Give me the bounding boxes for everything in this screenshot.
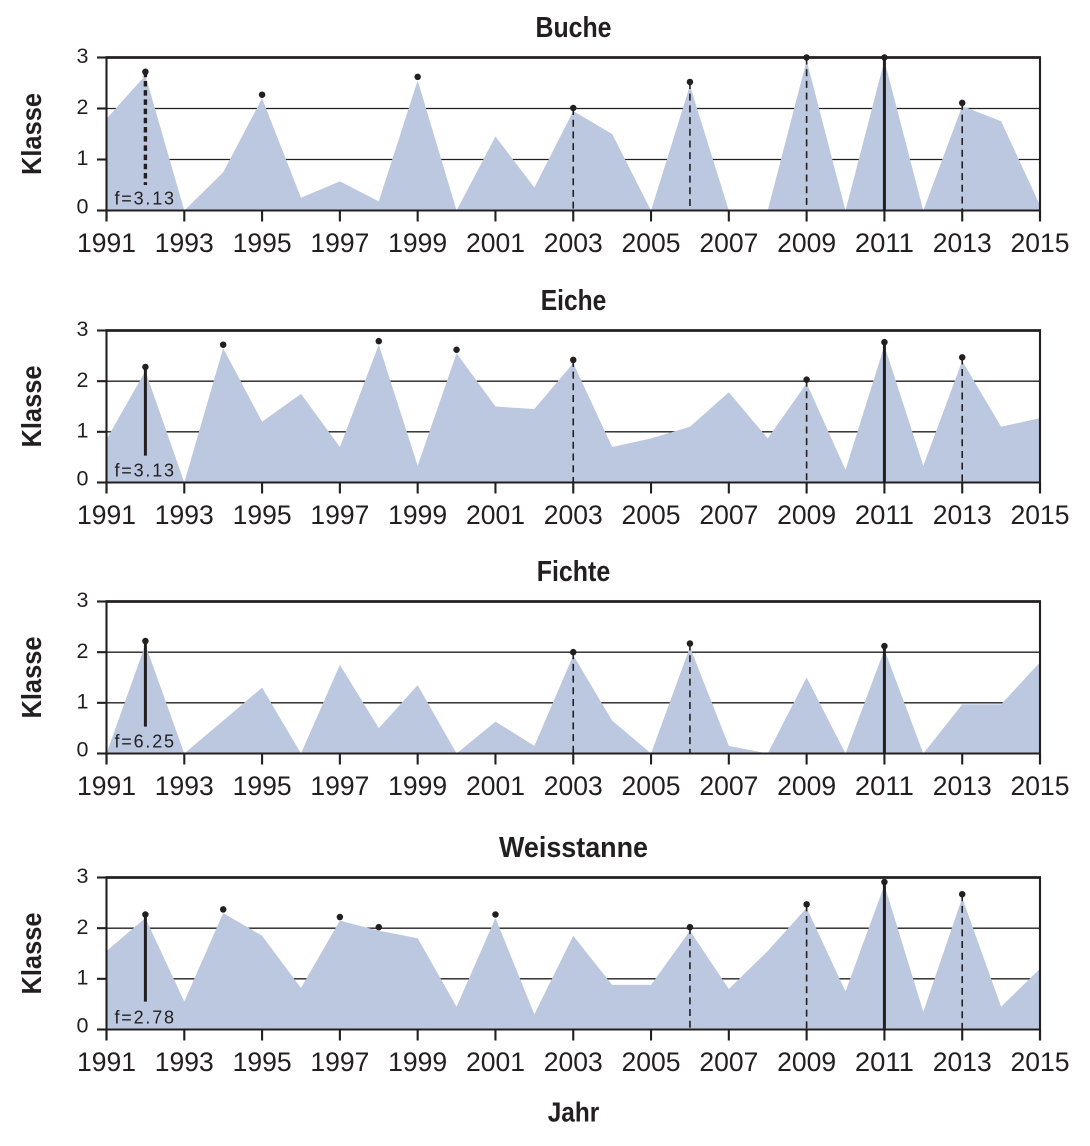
svg-text:2011: 2011	[855, 500, 914, 530]
svg-text:2013: 2013	[933, 771, 992, 801]
svg-text:2015: 2015	[1011, 1047, 1070, 1077]
svg-text:2009: 2009	[777, 1047, 836, 1077]
svg-text:2005: 2005	[622, 500, 681, 530]
svg-text:Jahr: Jahr	[548, 1096, 600, 1127]
svg-text:0: 0	[77, 1014, 89, 1038]
svg-text:1: 1	[77, 146, 89, 170]
svg-text:2: 2	[77, 639, 89, 663]
svg-text:1995: 1995	[233, 771, 292, 801]
svg-text:2013: 2013	[933, 1047, 992, 1077]
svg-text:1993: 1993	[155, 771, 214, 801]
svg-text:3: 3	[77, 588, 89, 612]
svg-text:Weisstanne: Weisstanne	[499, 832, 648, 864]
svg-text:1999: 1999	[388, 771, 447, 801]
svg-text:2011: 2011	[855, 1047, 914, 1077]
svg-text:2001: 2001	[466, 500, 525, 530]
svg-text:f=6.25: f=6.25	[115, 732, 176, 752]
svg-text:2005: 2005	[622, 771, 681, 801]
svg-text:1: 1	[77, 419, 89, 443]
svg-text:2007: 2007	[699, 1047, 758, 1077]
svg-text:Klasse: Klasse	[16, 913, 47, 995]
svg-text:1995: 1995	[233, 228, 292, 258]
svg-text:2013: 2013	[933, 500, 992, 530]
svg-text:1999: 1999	[388, 228, 447, 258]
svg-text:2003: 2003	[544, 500, 603, 530]
svg-text:1993: 1993	[155, 500, 214, 530]
svg-text:1991: 1991	[77, 1047, 136, 1077]
svg-text:2003: 2003	[544, 1047, 603, 1077]
svg-text:2: 2	[77, 368, 89, 392]
svg-text:1997: 1997	[310, 228, 369, 258]
svg-text:2011: 2011	[855, 228, 914, 258]
svg-text:1991: 1991	[77, 228, 136, 258]
svg-text:0: 0	[77, 467, 89, 491]
svg-text:Klasse: Klasse	[16, 366, 47, 448]
svg-text:0: 0	[77, 738, 89, 762]
svg-text:Eiche: Eiche	[541, 285, 607, 317]
svg-text:2005: 2005	[622, 228, 681, 258]
svg-text:2005: 2005	[622, 1047, 681, 1077]
svg-text:3: 3	[77, 864, 89, 888]
svg-text:Klasse: Klasse	[16, 637, 47, 719]
svg-text:0: 0	[77, 195, 89, 219]
svg-text:2009: 2009	[777, 228, 836, 258]
svg-text:2007: 2007	[699, 228, 758, 258]
svg-text:2013: 2013	[933, 228, 992, 258]
svg-text:f=3.13: f=3.13	[115, 461, 176, 481]
svg-text:2011: 2011	[855, 771, 914, 801]
svg-text:2: 2	[77, 915, 89, 939]
svg-text:f=2.78: f=2.78	[115, 1008, 176, 1028]
svg-text:2003: 2003	[544, 771, 603, 801]
svg-text:1997: 1997	[310, 1047, 369, 1077]
svg-text:1993: 1993	[155, 1047, 214, 1077]
svg-text:1999: 1999	[388, 1047, 447, 1077]
svg-text:2003: 2003	[544, 228, 603, 258]
svg-text:1995: 1995	[233, 1047, 292, 1077]
svg-text:f=3.13: f=3.13	[115, 189, 176, 209]
svg-text:2001: 2001	[466, 228, 525, 258]
svg-text:2007: 2007	[699, 771, 758, 801]
svg-text:1991: 1991	[77, 500, 136, 530]
svg-text:1: 1	[77, 690, 89, 714]
svg-text:2015: 2015	[1011, 228, 1070, 258]
svg-text:1997: 1997	[310, 771, 369, 801]
svg-text:2009: 2009	[777, 771, 836, 801]
svg-text:1999: 1999	[388, 500, 447, 530]
svg-text:1993: 1993	[155, 228, 214, 258]
svg-text:2015: 2015	[1011, 500, 1070, 530]
svg-text:1995: 1995	[233, 500, 292, 530]
svg-text:2009: 2009	[777, 500, 836, 530]
svg-text:1997: 1997	[310, 500, 369, 530]
svg-text:2015: 2015	[1011, 771, 1070, 801]
svg-text:1991: 1991	[77, 771, 136, 801]
svg-text:2001: 2001	[466, 771, 525, 801]
svg-text:Fichte: Fichte	[537, 556, 611, 588]
svg-text:Buche: Buche	[536, 12, 612, 44]
svg-text:Klasse: Klasse	[16, 93, 47, 175]
svg-text:3: 3	[77, 44, 89, 68]
svg-text:2001: 2001	[466, 1047, 525, 1077]
svg-text:2007: 2007	[699, 500, 758, 530]
svg-text:2: 2	[77, 95, 89, 119]
svg-text:1: 1	[77, 966, 89, 990]
svg-text:3: 3	[77, 317, 89, 341]
